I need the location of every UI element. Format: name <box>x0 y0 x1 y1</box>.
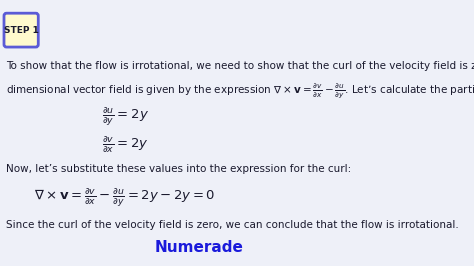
FancyBboxPatch shape <box>4 13 38 47</box>
Text: $\frac{\partial v}{\partial x} = 2y$: $\frac{\partial v}{\partial x} = 2y$ <box>102 134 148 155</box>
Text: dimensional vector field is given by the expression $\nabla \times \mathbf{v} = : dimensional vector field is given by the… <box>7 82 474 100</box>
Text: Since the curl of the velocity field is zero, we can conclude that the flow is i: Since the curl of the velocity field is … <box>7 220 459 230</box>
Text: Now, let’s substitute these values into the expression for the curl:: Now, let’s substitute these values into … <box>7 164 352 174</box>
Text: $\frac{\partial u}{\partial y} = 2y$: $\frac{\partial u}{\partial y} = 2y$ <box>101 106 149 128</box>
Text: STEP 1: STEP 1 <box>4 26 38 35</box>
Text: $\nabla \times \mathbf{v} = \frac{\partial v}{\partial x} - \frac{\partial u}{\p: $\nabla \times \mathbf{v} = \frac{\parti… <box>35 186 216 209</box>
Text: Numerade: Numerade <box>155 240 244 255</box>
Text: To show that the flow is irrotational, we need to show that the curl of the velo: To show that the flow is irrotational, w… <box>7 61 474 71</box>
